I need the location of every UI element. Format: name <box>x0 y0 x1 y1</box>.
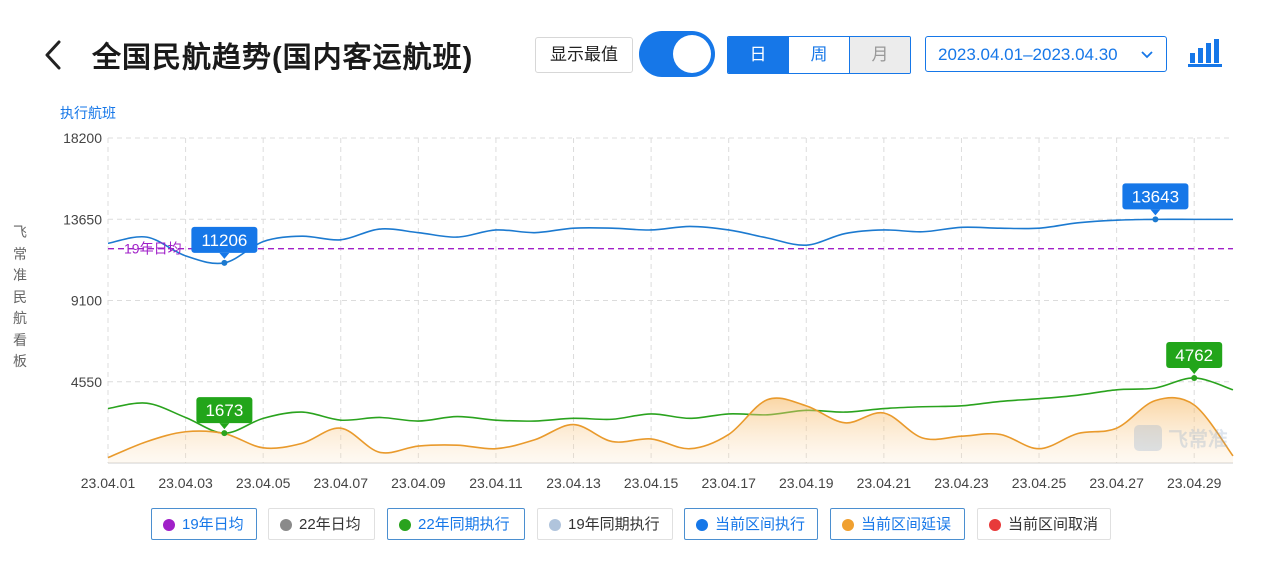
2022-max-label: 4762 <box>1175 346 1213 365</box>
legend-dot <box>989 519 1001 531</box>
watermark-text: 飞常准 <box>1168 427 1228 451</box>
x-tick-label: 23.04.07 <box>314 475 369 491</box>
y-tick-label: 18200 <box>63 130 102 146</box>
legend-item[interactable]: 当前区间取消 <box>977 508 1111 540</box>
2022-max-point <box>1191 374 1198 381</box>
legend-dot <box>696 519 708 531</box>
trend-chart: 18200 13650 9100 4550 23.04.01 23.04.03 23.04.… <box>63 130 1234 491</box>
current-min-point <box>221 259 228 266</box>
chevron-down-icon <box>1140 37 1154 86</box>
current-max-bubble <box>1122 183 1189 210</box>
current-max-point <box>1152 216 1159 223</box>
legend-item[interactable]: 22年同期执行 <box>387 508 525 540</box>
tab-month[interactable]: 月 <box>850 37 910 73</box>
tab-week[interactable]: 周 <box>789 37 850 73</box>
x-tick-label: 23.04.29 <box>1167 475 1222 491</box>
side-watermark-label: 飞 常 准 民 航 看 板 <box>13 224 27 369</box>
x-tick-label: 23.04.03 <box>158 475 213 491</box>
reference-line-label: 19年日均 <box>124 241 182 257</box>
legend-item[interactable]: 22年日均 <box>268 508 375 540</box>
2022-max-pointer <box>1189 367 1200 374</box>
current-max-label: 13643 <box>1132 187 1179 206</box>
chevron-left-icon <box>45 40 61 70</box>
2022-min-pointer <box>219 423 230 430</box>
y-tick-label: 4550 <box>71 374 102 390</box>
x-tick-label: 23.04.01 <box>81 475 136 491</box>
legend-item[interactable]: 当前区间执行 <box>684 508 818 540</box>
y-axis-label: 执行航班 <box>60 105 116 121</box>
current-min-pointer <box>219 252 230 259</box>
2022-min-bubble <box>196 397 253 424</box>
x-tick-label: 23.04.23 <box>934 475 989 491</box>
chart-legend: 19年日均 22年日均 22年同期执行 19年同期执行 当前区间执行 当前区间延误 当前区间… <box>0 508 1269 542</box>
y-tick-label: 13650 <box>63 211 102 227</box>
x-tick-label: 23.04.19 <box>779 475 834 491</box>
current-min-bubble <box>191 226 258 253</box>
y-tick-label: 9100 <box>71 293 102 309</box>
legend-item[interactable]: 19年同期执行 <box>537 508 673 540</box>
back-button[interactable] <box>40 38 68 72</box>
legend-dot <box>842 519 854 531</box>
2022-min-label: 1673 <box>205 401 243 420</box>
legend-label: 当前区间取消 <box>1008 516 1099 533</box>
legend-item[interactable]: 当前区间延误 <box>830 508 965 540</box>
series-line-delay <box>107 396 1234 459</box>
date-range-picker[interactable]: 2023.04.01–2023.04.30 <box>925 36 1167 72</box>
page-title: 全国民航趋势(国内客运航班) <box>92 42 474 74</box>
x-tick-label: 23.04.21 <box>857 475 912 491</box>
legend-label: 19年同期执行 <box>568 516 660 533</box>
series-area-delay <box>108 397 1233 463</box>
x-tick-label: 23.04.11 <box>469 475 523 491</box>
x-tick-label: 23.04.27 <box>1089 475 1144 491</box>
watermark-logo: 飞常准 <box>1134 425 1228 451</box>
bar-chart-icon[interactable] <box>1188 39 1222 67</box>
x-tick-label: 23.04.13 <box>546 475 601 491</box>
tab-day[interactable]: 日 <box>728 37 789 73</box>
legend-dot <box>399 519 411 531</box>
x-tick-label: 23.04.09 <box>391 475 446 491</box>
2022-max-bubble <box>1166 341 1223 368</box>
legend-label: 22年日均 <box>299 516 361 533</box>
x-tick-label: 23.04.25 <box>1012 475 1067 491</box>
extreme-toggle[interactable] <box>639 31 715 77</box>
legend-item[interactable]: 19年日均 <box>151 508 257 540</box>
legend-dot <box>280 519 292 531</box>
legend-label: 当前区间执行 <box>715 516 806 533</box>
legend-label: 22年同期执行 <box>418 516 510 533</box>
series-line-current <box>107 218 1233 265</box>
x-tick-label: 23.04.15 <box>624 475 679 491</box>
x-tick-label: 23.04.17 <box>701 475 756 491</box>
toggle-knob <box>673 35 711 73</box>
series-line-2022 <box>107 377 1234 434</box>
x-tick-label: 23.04.05 <box>236 475 291 491</box>
current-max-pointer <box>1150 209 1161 216</box>
2022-min-point <box>221 430 228 437</box>
current-min-label: 11206 <box>201 231 247 250</box>
date-range-text: 2023.04.01–2023.04.30 <box>938 45 1118 64</box>
period-tabs: 日 周 月 <box>727 36 911 74</box>
legend-dot <box>549 519 561 531</box>
watermark-icon <box>1134 425 1162 451</box>
legend-label: 19年日均 <box>182 516 244 533</box>
show-extreme-button[interactable]: 显示最值 <box>535 37 633 73</box>
legend-dot <box>163 519 175 531</box>
legend-label: 当前区间延误 <box>861 516 952 533</box>
